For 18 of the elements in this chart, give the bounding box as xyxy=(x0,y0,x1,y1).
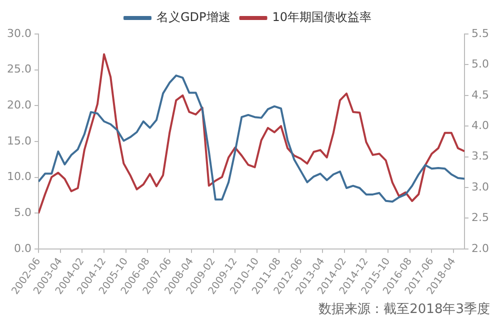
y-tick-label: 5.0 xyxy=(14,206,32,219)
y2-tick-label: 3.5 xyxy=(472,150,490,163)
y2-tick-label: 4.0 xyxy=(472,118,490,132)
y2-tick-label: 2.0 xyxy=(472,242,490,255)
y-tick-label: 0.0 xyxy=(14,242,32,255)
source-note: 数据来源：截至2018年3季度 xyxy=(318,301,491,318)
legend-label: 名义GDP增速 xyxy=(156,10,230,24)
y-tick-label: 20.0 xyxy=(6,98,32,112)
y-tick-label: 25.0 xyxy=(6,62,32,76)
y-tick-label: 10.0 xyxy=(6,170,32,184)
y2-tick-label: 5.0 xyxy=(472,58,490,71)
y-tick-label: 15.0 xyxy=(6,134,32,148)
y2-tick-label: 3.0 xyxy=(472,180,490,194)
y2-tick-label: 2.5 xyxy=(472,211,490,224)
legend-label: 10年期国债收益率 xyxy=(272,10,372,24)
y-tick-label: 30.0 xyxy=(6,26,32,40)
y2-tick-label: 4.5 xyxy=(472,88,490,102)
y2-tick-label: 5.5 xyxy=(472,26,490,40)
